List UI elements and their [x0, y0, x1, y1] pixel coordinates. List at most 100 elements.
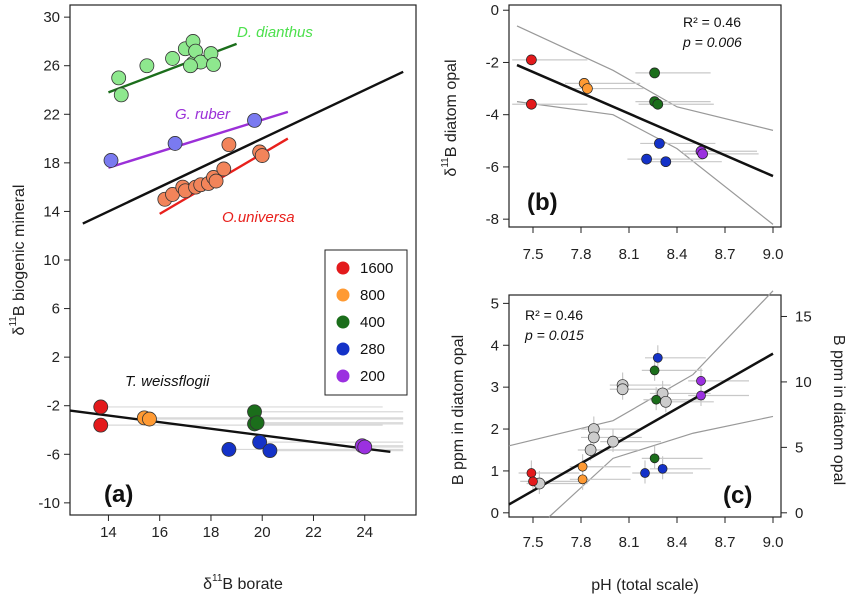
- p-value-b: p = 0.006: [682, 34, 742, 50]
- y-tick-label-a: 22: [43, 106, 60, 123]
- y-tick-label-c: 2: [491, 421, 499, 438]
- y-tick-label-b: -2: [486, 54, 499, 71]
- legend-marker-200: [336, 369, 350, 383]
- data-point-b: [649, 67, 660, 79]
- panel-a: 14 16 18 20 22 24 30 26 22 18 14 10 6 2 -2 -6 -10 D. dia…: [8, 4, 417, 593]
- y-tick-label-b: -6: [486, 159, 499, 176]
- data-point-c-grey: [587, 431, 600, 444]
- y-tick-label-b: -8: [486, 211, 499, 228]
- species-label-weissflogii: T. weissflogii: [125, 373, 210, 390]
- data-point-b: [641, 153, 652, 165]
- y-tick-label-c: 1: [491, 463, 499, 480]
- data-point-c: [640, 468, 650, 478]
- y-tick-label-a: 14: [43, 203, 60, 220]
- y-axis-label-b: δ11B diatom opal: [440, 59, 460, 176]
- data-point-a: [254, 148, 270, 163]
- y-tick-label-a: 30: [43, 9, 60, 26]
- y-tick-label-right-c: 10: [795, 374, 812, 391]
- data-point-a: [206, 57, 221, 72]
- panel-c-frame: [508, 294, 782, 518]
- legend-label-280: 280: [360, 341, 385, 358]
- data-point-c: [577, 461, 588, 472]
- data-point-b: [697, 148, 708, 160]
- data-point-a: [247, 112, 262, 128]
- legend-label-200: 200: [360, 368, 385, 385]
- data-point-a: [357, 439, 373, 455]
- y-tick-label-a: 10: [43, 252, 60, 269]
- data-point-c: [528, 476, 538, 487]
- data-point-b: [652, 98, 664, 110]
- x-axis-label-a: δ11B borate: [203, 573, 283, 593]
- data-point-a: [139, 58, 155, 74]
- y-tick-label-b: -4: [486, 107, 499, 124]
- y-tick-label-right-c: 15: [795, 308, 812, 325]
- r2-b: R² = 0.46: [683, 14, 741, 30]
- data-point-a: [262, 443, 278, 459]
- x-tick-label-c: 7.8: [571, 534, 592, 551]
- x-tick-label-a: 18: [203, 524, 220, 541]
- data-point-a: [93, 399, 109, 415]
- x-tick-label-b: 7.8: [571, 246, 592, 263]
- data-point-c: [652, 352, 663, 363]
- data-point-c: [696, 376, 706, 386]
- data-point-a: [113, 87, 129, 103]
- x-tick-label-a: 16: [151, 524, 168, 541]
- data-point-a: [183, 58, 198, 74]
- panel-label-c: (c): [723, 482, 752, 509]
- x-tick-label-c: 8.4: [667, 534, 688, 551]
- legend-label-1600: 1600: [360, 260, 393, 277]
- fit-line-a: [82, 70, 404, 225]
- y-tick-label-c: 4: [491, 337, 499, 354]
- x-tick-label-a: 24: [356, 524, 373, 541]
- x-axis-label-c: pH (total scale): [591, 577, 699, 594]
- data-point-b: [654, 138, 665, 149]
- data-point-c: [649, 453, 660, 464]
- data-point-a: [221, 442, 237, 457]
- y-tick-label-a: 18: [43, 155, 60, 172]
- data-point-c: [577, 474, 588, 485]
- data-point-c: [649, 365, 660, 376]
- data-point-c-grey: [607, 435, 619, 448]
- y-tick-label-c: 5: [491, 295, 499, 312]
- x-tick-label-a: 22: [305, 524, 322, 541]
- data-point-a: [93, 417, 109, 433]
- fit-line-b: [516, 63, 774, 178]
- data-point-c: [526, 468, 537, 478]
- confidence-band-b: [516, 25, 774, 131]
- x-tick-label-a: 14: [100, 524, 117, 541]
- legend-marker-1600: [336, 261, 350, 275]
- panel-label-a: (a): [104, 481, 133, 508]
- legend: 1600 800 400 280 200: [324, 249, 408, 396]
- legend-marker-400: [336, 315, 350, 329]
- y-tick-label-a: -2: [47, 398, 60, 415]
- y-tick-label-b: 0: [491, 2, 499, 19]
- y-tick-label-a: 6: [52, 301, 60, 318]
- fit-line-a: [69, 409, 391, 454]
- y-axis-label-right-c: B ppm in diatom opal: [830, 335, 847, 485]
- data-point-b: [526, 98, 537, 110]
- data-point-a: [142, 411, 157, 427]
- legend-marker-800: [336, 288, 350, 302]
- x-tick-label-c: 9.0: [763, 534, 784, 551]
- panel-b: 7.5 7.8 8.1 8.4 8.7 9.0 0 -2 -4 -6 -8 R² = 0.46 p …: [440, 2, 783, 263]
- y-tick-label-right-c: 0: [795, 505, 803, 522]
- species-label-universa: O.universa: [222, 209, 295, 226]
- y-tick-label-a: -6: [47, 446, 60, 463]
- r2-c: R² = 0.46: [525, 307, 583, 323]
- data-point-a: [208, 173, 224, 189]
- species-label-dianthus: D. dianthus: [237, 24, 313, 41]
- panel-c: 7.5 7.8 8.1 8.4 8.7 9.0 0 1 2 3 4 5 0 5 10 15 R² = 0.46…: [450, 290, 847, 594]
- data-point-a: [165, 51, 180, 66]
- y-tick-label-right-c: 5: [795, 439, 803, 456]
- data-point-a: [167, 136, 183, 151]
- y-tick-label-a: 26: [43, 58, 60, 75]
- data-point-b: [582, 83, 593, 94]
- x-tick-label-c: 8.1: [619, 534, 640, 551]
- x-tick-label-b: 8.4: [667, 246, 688, 263]
- x-tick-label-b: 8.1: [619, 246, 640, 263]
- x-tick-label-c: 8.7: [715, 534, 736, 551]
- data-point-c-grey: [584, 444, 597, 456]
- y-tick-label-a: -10: [38, 495, 60, 512]
- panel-b-frame: [508, 4, 782, 228]
